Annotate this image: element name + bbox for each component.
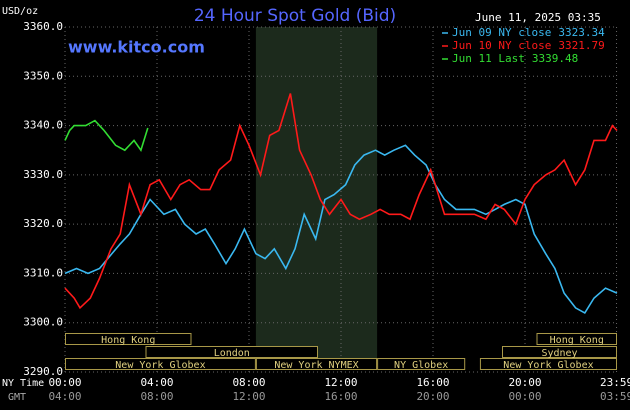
y-tick-label: 3340.0 <box>23 119 63 132</box>
x-tick-label: 08:00 <box>232 376 265 389</box>
x-tick-label: 00:00 <box>48 376 81 389</box>
session-label: New York Globex <box>503 360 593 371</box>
legend-entry: Jun 09 NY close 3323.34 <box>452 26 605 39</box>
x2-tick-label: 12:00 <box>232 390 265 403</box>
chart-title: 24 Hour Spot Gold (Bid) <box>194 6 396 26</box>
y-tick-label: 3310.0 <box>23 266 63 279</box>
price-line <box>64 93 618 310</box>
y-tick-label: 3300.0 <box>23 316 63 329</box>
legend-name: Jun 10 NY close <box>452 39 551 52</box>
legend-name: Jun 09 NY close <box>452 26 551 39</box>
session-box <box>145 346 318 358</box>
session-label: New York Globex <box>115 360 205 371</box>
legend-close: 3321.79 <box>558 39 604 52</box>
x-tick-label: 23:59 <box>600 376 630 389</box>
x-row-label: GMT <box>8 392 26 403</box>
y-axis-label: USD/oz <box>2 6 38 17</box>
session-box <box>65 333 192 345</box>
price-line <box>64 144 618 314</box>
y-tick-label: 3320.0 <box>23 217 63 230</box>
y-tick-label: 3350.0 <box>23 69 63 82</box>
y-tick-label: 3330.0 <box>23 168 63 181</box>
shade-layer <box>255 27 378 358</box>
session-box <box>65 358 256 370</box>
x2-tick-label: 03:59 <box>600 390 630 403</box>
legend-name: Jun 11 Last <box>452 52 525 65</box>
x-row-label: NY Time <box>2 378 44 389</box>
session-box <box>502 346 617 358</box>
session-label: NY Globex <box>394 360 448 371</box>
x2-tick-label: 08:00 <box>140 390 173 403</box>
line-layer <box>64 93 618 314</box>
x2-tick-label: 04:00 <box>48 390 81 403</box>
session-label: Sydney <box>541 348 577 359</box>
x-tick-label: 16:00 <box>416 376 449 389</box>
legend-close: 3339.48 <box>532 52 578 65</box>
session-label: New York NYMEX <box>274 360 358 371</box>
session-box <box>255 358 378 370</box>
x2-tick-label: 20:00 <box>416 390 449 403</box>
x2-tick-label: 16:00 <box>324 390 357 403</box>
session-shade <box>255 27 378 358</box>
x-tick-label: 04:00 <box>140 376 173 389</box>
source: www.kitco.com <box>68 38 205 57</box>
x2-tick-label: 00:00 <box>508 390 541 403</box>
x-tick-label: 12:00 <box>324 376 357 389</box>
x-tick-label: 20:00 <box>508 376 541 389</box>
session-box <box>479 358 618 370</box>
session-box <box>377 358 466 370</box>
legend-entry: Jun 10 NY close 3321.79 <box>452 39 605 52</box>
legend-entry: Jun 11 Last 3339.48 <box>452 52 578 65</box>
session-label: London <box>214 348 250 359</box>
legend-close: 3323.34 <box>558 26 605 39</box>
y-tick-label: 3290.0 <box>23 365 63 378</box>
y-tick-label: 3360.0 <box>23 20 63 33</box>
timestamp: June 11, 2025 03:35 <box>475 11 601 24</box>
session-box <box>536 333 617 345</box>
price-line <box>64 119 149 152</box>
session-label: Hong Kong <box>101 335 155 346</box>
session-label: Hong Kong <box>550 335 604 346</box>
